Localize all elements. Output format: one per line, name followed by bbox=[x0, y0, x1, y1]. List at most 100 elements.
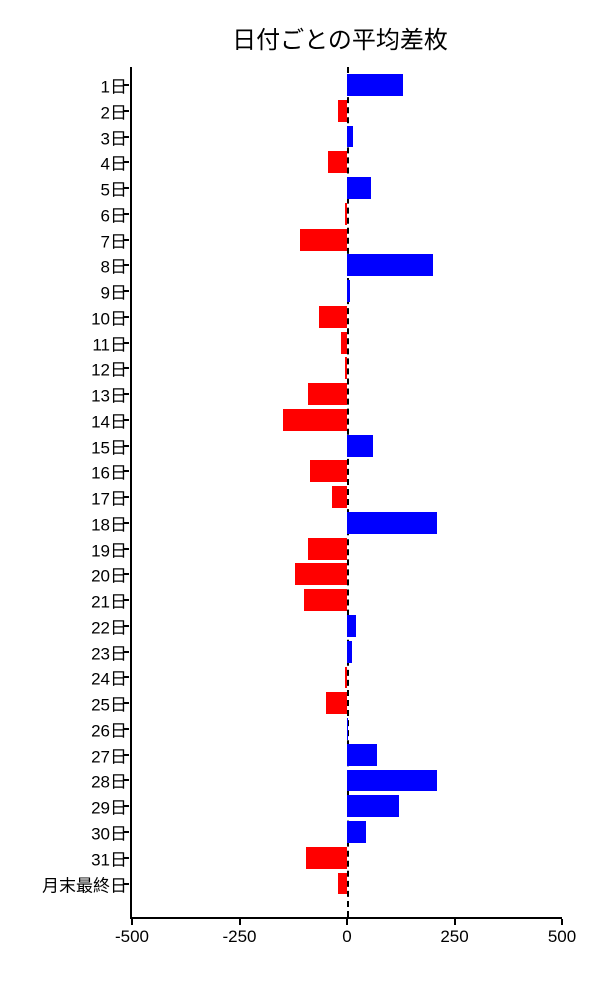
x-axis-label: 500 bbox=[548, 927, 576, 947]
y-axis-label: 14日 bbox=[91, 407, 127, 432]
bar bbox=[283, 409, 348, 431]
bar-row bbox=[132, 563, 562, 585]
bar-row bbox=[132, 100, 562, 122]
y-axis-label: 30日 bbox=[91, 820, 127, 845]
bar-row bbox=[132, 512, 562, 534]
bar-row bbox=[132, 847, 562, 869]
bar bbox=[310, 460, 347, 482]
bar-row bbox=[132, 332, 562, 354]
bar-row bbox=[132, 538, 562, 560]
bar bbox=[347, 615, 356, 637]
bar-row bbox=[132, 460, 562, 482]
y-axis-label: 22日 bbox=[91, 613, 127, 638]
y-axis-tick bbox=[123, 728, 129, 730]
y-axis-label: 20日 bbox=[91, 562, 127, 587]
y-axis-tick bbox=[123, 316, 129, 318]
bar-row bbox=[132, 821, 562, 843]
y-axis-tick bbox=[123, 470, 129, 472]
x-axis-label: -250 bbox=[222, 927, 256, 947]
y-axis-label: 15日 bbox=[91, 433, 127, 458]
bar bbox=[341, 332, 347, 354]
bar-row bbox=[132, 486, 562, 508]
x-axis-tick bbox=[346, 919, 348, 925]
chart-container: 日付ごとの平均差枚 1日2日3日4日5日6日7日8日9日10日11日12日13日… bbox=[10, 20, 590, 980]
bar bbox=[345, 203, 347, 225]
y-axis-tick bbox=[123, 419, 129, 421]
y-axis-tick bbox=[123, 161, 129, 163]
y-axis-tick bbox=[123, 522, 129, 524]
y-axis-label: 月末最終日 bbox=[42, 871, 127, 896]
bar bbox=[308, 383, 347, 405]
bar-row bbox=[132, 667, 562, 689]
bar bbox=[347, 770, 437, 792]
x-axis-label: 250 bbox=[440, 927, 468, 947]
y-axis-label: 25日 bbox=[91, 691, 127, 716]
bar-row bbox=[132, 306, 562, 328]
x-axis-tick bbox=[131, 919, 133, 925]
x-axis-tick bbox=[454, 919, 456, 925]
bar-row bbox=[132, 151, 562, 173]
bar-row bbox=[132, 718, 562, 740]
y-axis-label: 19日 bbox=[91, 536, 127, 561]
y-axis-tick bbox=[123, 496, 129, 498]
bar bbox=[326, 692, 348, 714]
y-axis-label: 17日 bbox=[91, 485, 127, 510]
x-axis-tick bbox=[561, 919, 563, 925]
bar bbox=[347, 744, 377, 766]
y-axis-tick bbox=[123, 136, 129, 138]
bar bbox=[332, 486, 347, 508]
bar-row bbox=[132, 280, 562, 302]
bar bbox=[347, 821, 366, 843]
bar bbox=[295, 563, 347, 585]
y-axis-tick bbox=[123, 548, 129, 550]
bar bbox=[347, 641, 352, 663]
bar bbox=[338, 873, 347, 895]
y-axis-tick bbox=[123, 84, 129, 86]
y-axis-tick bbox=[123, 367, 129, 369]
bar-row bbox=[132, 435, 562, 457]
y-axis-tick bbox=[123, 857, 129, 859]
bar-row bbox=[132, 873, 562, 895]
bar-row bbox=[132, 770, 562, 792]
y-axis-tick bbox=[123, 445, 129, 447]
y-axis-label: 21日 bbox=[91, 588, 127, 613]
bar bbox=[345, 357, 347, 379]
bar-row bbox=[132, 589, 562, 611]
y-axis-area: 1日2日3日4日5日6日7日8日9日10日11日12日13日14日15日16日1… bbox=[12, 67, 132, 917]
chart-title: 日付ごとの平均差枚 bbox=[10, 20, 590, 55]
bar-row bbox=[132, 74, 562, 96]
y-axis-tick bbox=[123, 110, 129, 112]
bar-row bbox=[132, 744, 562, 766]
bar-row bbox=[132, 692, 562, 714]
bar bbox=[347, 718, 348, 740]
y-axis-label: 31日 bbox=[91, 845, 127, 870]
bar bbox=[347, 254, 433, 276]
y-labels: 1日2日3日4日5日6日7日8日9日10日11日12日13日14日15日16日1… bbox=[12, 67, 127, 917]
y-axis-tick bbox=[123, 676, 129, 678]
x-axis-labels: -500-2500250500 bbox=[132, 921, 562, 947]
bar-row bbox=[132, 357, 562, 379]
y-axis-label: 16日 bbox=[91, 459, 127, 484]
y-axis-label: 18日 bbox=[91, 510, 127, 535]
y-axis-tick bbox=[123, 264, 129, 266]
y-axis-label: 27日 bbox=[91, 742, 127, 767]
y-axis-tick bbox=[123, 290, 129, 292]
bar bbox=[347, 280, 350, 302]
y-axis-label: 29日 bbox=[91, 794, 127, 819]
bar bbox=[347, 177, 371, 199]
y-axis-tick bbox=[123, 754, 129, 756]
plot-area: 1日2日3日4日5日6日7日8日9日10日11日12日13日14日15日16日1… bbox=[130, 67, 562, 919]
bar bbox=[338, 100, 347, 122]
y-axis-tick bbox=[123, 187, 129, 189]
bar-row bbox=[132, 126, 562, 148]
bar bbox=[345, 667, 347, 689]
bar bbox=[319, 306, 347, 328]
y-axis-tick bbox=[123, 805, 129, 807]
bar bbox=[304, 589, 347, 611]
bar bbox=[347, 74, 403, 96]
x-axis-tick bbox=[239, 919, 241, 925]
bar-row bbox=[132, 383, 562, 405]
y-axis-tick bbox=[123, 779, 129, 781]
y-axis-tick bbox=[123, 625, 129, 627]
bar bbox=[306, 847, 347, 869]
